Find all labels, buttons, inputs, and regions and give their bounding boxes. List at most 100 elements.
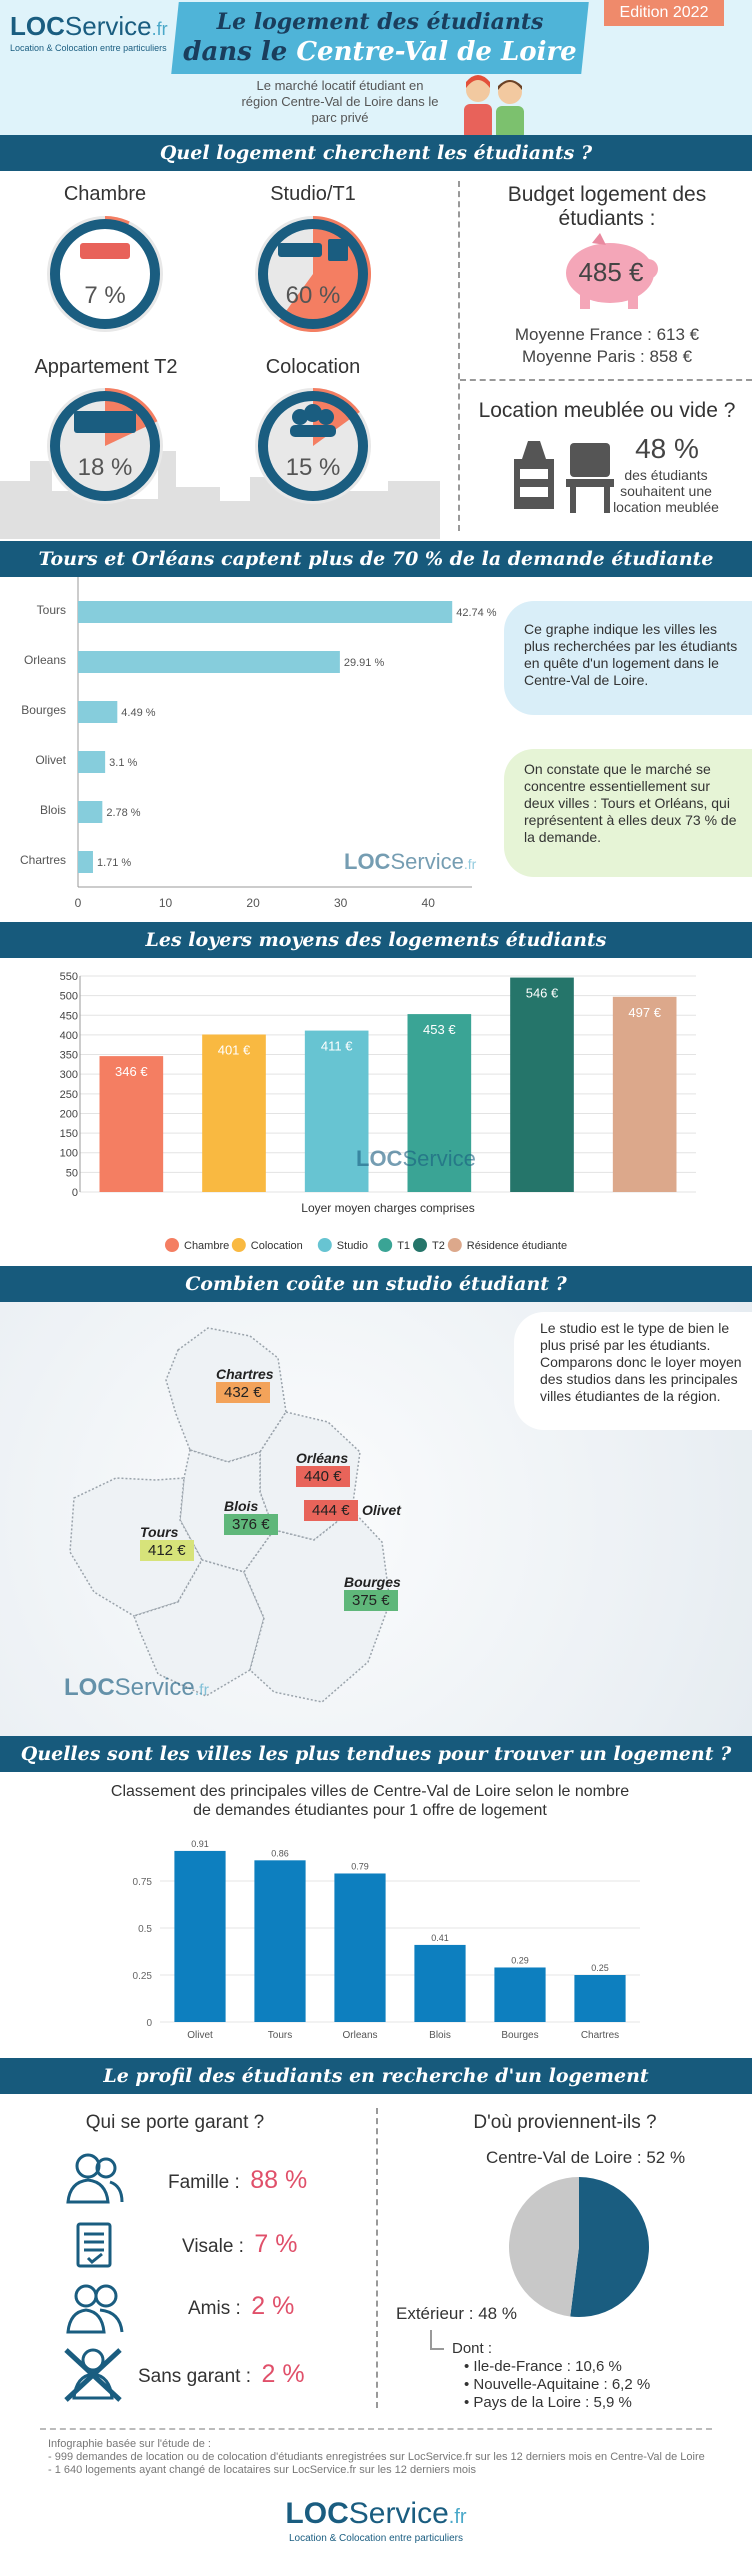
note-bubble-1	[504, 601, 752, 715]
origin-region-label: Centre-Val de Loire : 52 %	[486, 2148, 686, 2167]
city-name: Olivet	[362, 1502, 401, 1518]
piggy-bank-icon	[566, 233, 658, 309]
origin-item: • Nouvelle-Aquitaine : 6,2 %	[464, 2376, 651, 2393]
housing-type-label: Colocation	[265, 356, 361, 378]
guarantor-pct: 88 %	[250, 2166, 308, 2194]
furnished-text: des étudiants souhaitent une location me…	[613, 467, 719, 515]
city-price: 444 €	[304, 1500, 358, 1521]
data-label: 3.1 %	[109, 757, 137, 769]
donut-studio: 60 %	[255, 216, 371, 332]
origin-item-text: Pays de la Loire : 5,9 %	[473, 2394, 632, 2411]
bar	[78, 751, 106, 773]
section1-band: Quel logement cherchent les étudiants ?	[0, 135, 752, 171]
section2-band: Tours et Orléans captent plus de 70 % de…	[0, 541, 752, 577]
city-bourges[interactable]: Bourges 375 €	[344, 1574, 401, 1611]
donut-t2: 18 %	[47, 388, 163, 504]
city-tours[interactable]: Tours 412 €	[140, 1524, 194, 1561]
section4-band: Combien coûte un studio étudiant ?	[0, 1266, 752, 1302]
origin-list: • Ile-de-France : 10,6 % • Nouvelle-Aqui…	[464, 2358, 650, 2412]
donut-pct: 15 %	[286, 454, 341, 481]
origin-item: • Ile-de-France : 10,6 %	[464, 2358, 622, 2375]
guarantor-label: Amis :	[188, 2298, 241, 2319]
footer-brand-tagline: Location & Colocation entre particuliers	[289, 2533, 463, 2544]
bed-icon	[80, 243, 130, 259]
data-label: 2.78 %	[106, 807, 140, 819]
tick-label: 250	[60, 1089, 78, 1101]
housing-type-label: Appartement T2	[34, 356, 178, 378]
guarantor-title: Qui se porte garant ?	[85, 2112, 265, 2133]
family-icon	[66, 2153, 124, 2204]
origin-pie	[508, 2177, 649, 2317]
header-subtitle: Le marché locatif étudiant en région Cen…	[241, 78, 439, 125]
origin-item: • Pays de la Loire : 5,9 %	[464, 2394, 632, 2411]
no-guarantor-icon	[64, 2348, 122, 2402]
footer-notes: Infographie basée sur l'étude de : - 999…	[48, 2438, 728, 2477]
guarantor-label: Famille :	[168, 2172, 240, 2193]
city-blois[interactable]: Blois 376 €	[224, 1498, 278, 1535]
legend-swatch	[317, 1238, 332, 1252]
page-title: Le logement des étudiants dans le Centre…	[175, 8, 585, 68]
data-label: 0.41	[431, 1933, 449, 1943]
bar	[174, 1850, 226, 2022]
apartment-icon	[74, 411, 136, 433]
section6-band: Le profil des étudiants en recherche d'u…	[0, 2058, 752, 2094]
data-label: 546 €	[526, 986, 559, 1001]
data-label: 453 €	[423, 1022, 456, 1037]
origin-item-text: Ile-de-France : 10,6 %	[473, 2358, 622, 2375]
note-bubble-3	[514, 1312, 752, 1430]
section5-band: Quelles sont les villes les plus tendues…	[0, 1736, 752, 1772]
guarantor-label: Visale :	[182, 2236, 244, 2257]
guarantor-row-sans: Sans garant : 2 %	[138, 2360, 305, 2389]
city-chartres[interactable]: Chartres 432 €	[216, 1366, 274, 1403]
footer-brand-tld: .fr	[448, 2506, 467, 2528]
data-label: 29.91 %	[344, 657, 385, 669]
brand-service: Service	[64, 11, 152, 41]
city-name: Orléans	[296, 1450, 349, 1466]
legend-label: Résidence étudiante	[467, 1240, 567, 1252]
guarantor-pct: 2 %	[261, 2360, 305, 2388]
tick-label: 0.25	[133, 1971, 153, 1982]
data-label: 497 €	[628, 1005, 661, 1020]
category-label: Orleans	[24, 653, 66, 667]
furniture-icon	[514, 441, 614, 513]
category-label: Bourges	[501, 2030, 538, 2041]
bar	[414, 1944, 466, 2022]
category-label: Blois	[40, 803, 66, 817]
donut-chambre: 7 %	[47, 216, 163, 332]
footer-line1: - 999 demandes de location ou de colocat…	[48, 2451, 705, 2463]
donut-coloc: 15 %	[255, 388, 371, 504]
section3-body: 0 50 100 150 200 250 300 350 400 450 500 550 346 € 40…	[0, 958, 752, 1266]
note-text-3: Le studio est le type de bien le plus pr…	[540, 1320, 742, 1404]
section2-body: 0 10 20 30 40 Tours 42.74 % Orleans 29.91 % Bourg…	[0, 577, 752, 922]
pie-slice	[570, 2177, 649, 2317]
city-orleans[interactable]: Orléans 440 €	[296, 1450, 350, 1487]
bar	[574, 1975, 626, 2022]
category-label: Olivet	[187, 2030, 213, 2041]
guarantor-row-amis: Amis : 2 %	[188, 2292, 294, 2321]
data-label: 0.79	[351, 1861, 369, 1871]
people-icon	[290, 404, 336, 437]
data-label: 0.91	[191, 1839, 209, 1849]
footer-logo[interactable]: LOCService.fr Location & Colocation entr…	[276, 2497, 476, 2545]
legend-swatch	[378, 1238, 393, 1252]
footer-intro: Infographie basée sur l'étude de :	[48, 2438, 211, 2450]
tension-subtitle: Classement des principales villes de Cen…	[110, 1783, 630, 1819]
bar	[304, 1030, 369, 1192]
city-name: Blois	[224, 1498, 259, 1514]
note-text-2: On constate que le marché se concentre e…	[524, 761, 737, 845]
tick-label: 500	[60, 991, 78, 1003]
data-label: 0.86	[271, 1848, 289, 1858]
brand-logo[interactable]: LOCService.fr Location & Colocation entr…	[10, 12, 168, 53]
data-label: 401 €	[218, 1043, 251, 1058]
city-name: Bourges	[344, 1574, 401, 1590]
tick-label: 0.75	[133, 1877, 153, 1888]
bar	[202, 1034, 266, 1192]
tick-label: 40	[422, 896, 436, 910]
city-olivet[interactable]: 444 € Olivet	[304, 1500, 401, 1521]
data-label: 1.71 %	[97, 857, 131, 869]
bar	[78, 651, 340, 673]
header: LOCService.fr Location & Colocation entr…	[0, 0, 752, 140]
footer-brand-loc: LOC	[285, 2497, 349, 2530]
footer-line2: - 1 640 logements ayant changé de locata…	[48, 2464, 476, 2476]
budget-value: 485 €	[578, 257, 644, 287]
